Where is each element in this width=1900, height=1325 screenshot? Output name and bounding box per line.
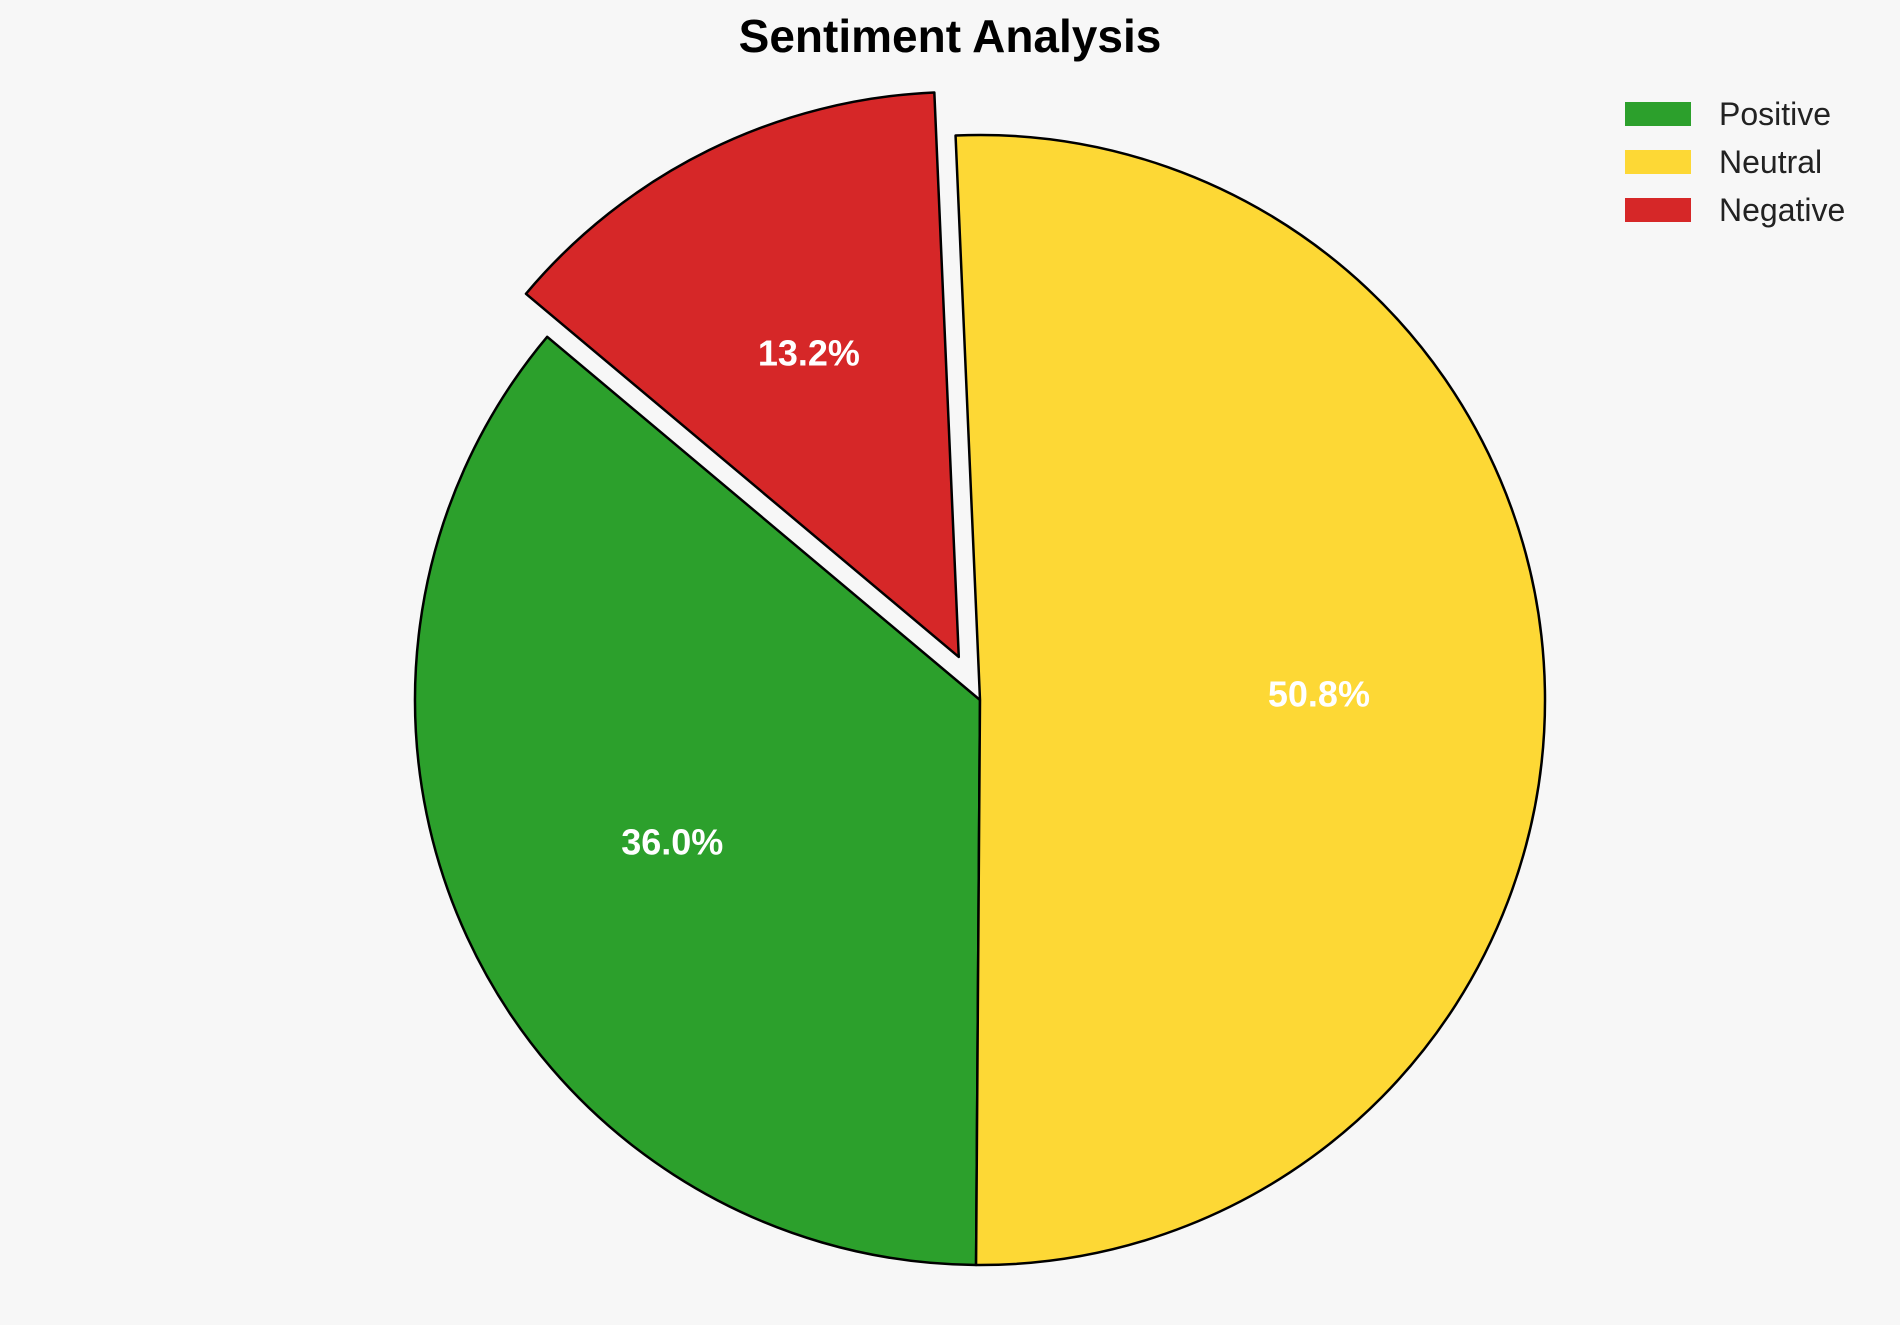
pie-slice-positive <box>413 335 982 1267</box>
legend-swatch-neutral <box>1625 150 1691 174</box>
pie-slices <box>413 91 1547 1267</box>
chart-title: Sentiment Analysis <box>739 10 1162 62</box>
pie-value-label-neutral: 50.8% <box>1268 673 1370 714</box>
legend: Positive Neutral Negative <box>1625 96 1845 228</box>
legend-label-neutral: Neutral <box>1719 144 1822 180</box>
legend-label-positive: Positive <box>1719 96 1831 132</box>
pie-value-label-positive: 36.0% <box>621 822 723 863</box>
legend-label-negative: Negative <box>1719 192 1845 228</box>
legend-swatch-negative <box>1625 198 1691 222</box>
pie-slice-negative <box>524 91 961 659</box>
pie-slice-neutral <box>954 133 1547 1267</box>
pie-value-labels: 36.0% 50.8% 13.2% <box>621 332 1370 862</box>
legend-swatch-positive <box>1625 102 1691 126</box>
pie-value-label-negative: 13.2% <box>758 332 860 373</box>
